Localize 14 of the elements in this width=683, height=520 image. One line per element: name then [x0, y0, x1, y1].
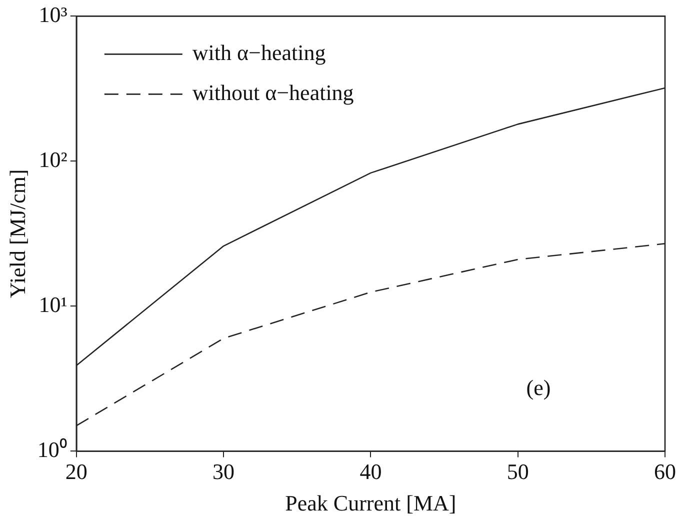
- y-axis-title: Yield [MJ/cm]: [4, 169, 30, 298]
- y-tick-label: 10³: [38, 2, 68, 27]
- legend-label: with α−heating: [192, 40, 326, 65]
- x-tick-label: 40: [360, 459, 382, 484]
- y-tick-label: 10⁰: [37, 436, 68, 462]
- legend-label: without α−heating: [192, 80, 354, 105]
- y-tick-label: 10¹: [38, 292, 68, 317]
- x-tick-label: 60: [654, 459, 676, 484]
- x-tick-label: 30: [212, 459, 235, 484]
- x-tick-label: 20: [65, 459, 88, 484]
- y-tick-label: 10²: [38, 146, 68, 172]
- x-axis-title: Peak Current [MA]: [285, 490, 456, 516]
- x-tick-label: 50: [506, 459, 529, 484]
- annotation: (e): [526, 375, 551, 400]
